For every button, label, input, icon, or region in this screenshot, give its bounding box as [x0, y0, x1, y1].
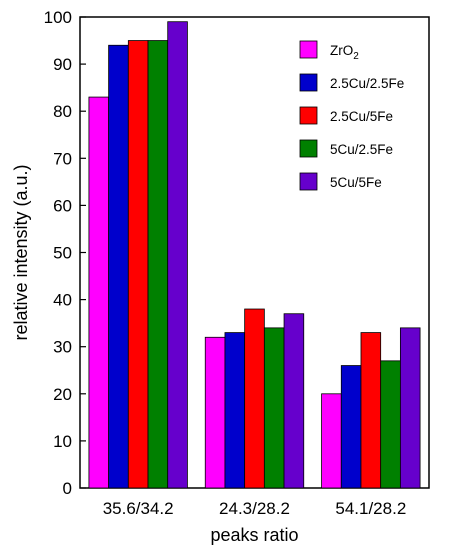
- y-tick-label: 100: [44, 8, 72, 27]
- x-axis-title: peaks ratio: [210, 525, 298, 545]
- y-tick-label: 60: [53, 196, 72, 215]
- bar: [380, 360, 401, 489]
- bar: [167, 21, 188, 489]
- bar: [321, 393, 342, 489]
- y-tick-label: 50: [53, 244, 72, 263]
- y-tick-label: 70: [53, 149, 72, 168]
- bar: [283, 313, 305, 489]
- y-tick-label: 20: [53, 385, 72, 404]
- legend-label: 5Cu/2.5Fe: [330, 142, 393, 157]
- x-axis: 35.6/34.2 24.3/28.2 54.1/28.2: [103, 499, 407, 518]
- legend-label: ZrO2: [330, 43, 359, 62]
- y-tick-label: 10: [53, 432, 72, 451]
- bar: [224, 332, 246, 489]
- legend: ZrO2 2.5Cu/2.5Fe 2.5Cu/5Fe 5Cu/2.5Fe 5Cu/5Fe: [299, 40, 404, 191]
- bar: [244, 308, 265, 489]
- bar: [399, 327, 421, 489]
- bar: [108, 44, 129, 489]
- legend-swatch: [299, 139, 318, 158]
- x-tick-label: 24.3/28.2: [219, 499, 290, 518]
- legend-swatch: [299, 172, 318, 191]
- bars-group: [88, 21, 421, 489]
- legend-swatch: [299, 40, 318, 59]
- y-tick-label: 90: [53, 55, 72, 74]
- y-tick-label: 40: [53, 291, 72, 310]
- bar: [204, 336, 226, 489]
- bar: [360, 332, 382, 489]
- legend-label: 5Cu/5Fe: [330, 175, 382, 190]
- x-tick-label: 54.1/28.2: [335, 499, 406, 518]
- x-tick-label: 35.6/34.2: [103, 499, 174, 518]
- legend-label: 2.5Cu/5Fe: [330, 109, 393, 124]
- y-tick-label: 80: [53, 102, 72, 121]
- bar: [263, 327, 285, 489]
- bar: [147, 40, 169, 489]
- legend-label: 2.5Cu/2.5Fe: [330, 76, 404, 91]
- y-axis-title: relative intensity (a.u.): [11, 164, 31, 340]
- y-tick-label: 0: [63, 479, 72, 498]
- legend-swatch: [299, 73, 318, 92]
- y-axis: 0 10 20 30 40 50 60 70 80 90 100: [44, 8, 86, 498]
- bar: [127, 40, 149, 489]
- bar: [88, 96, 110, 489]
- y-tick-label: 30: [53, 338, 72, 357]
- bar: [340, 365, 362, 489]
- legend-swatch: [299, 106, 318, 125]
